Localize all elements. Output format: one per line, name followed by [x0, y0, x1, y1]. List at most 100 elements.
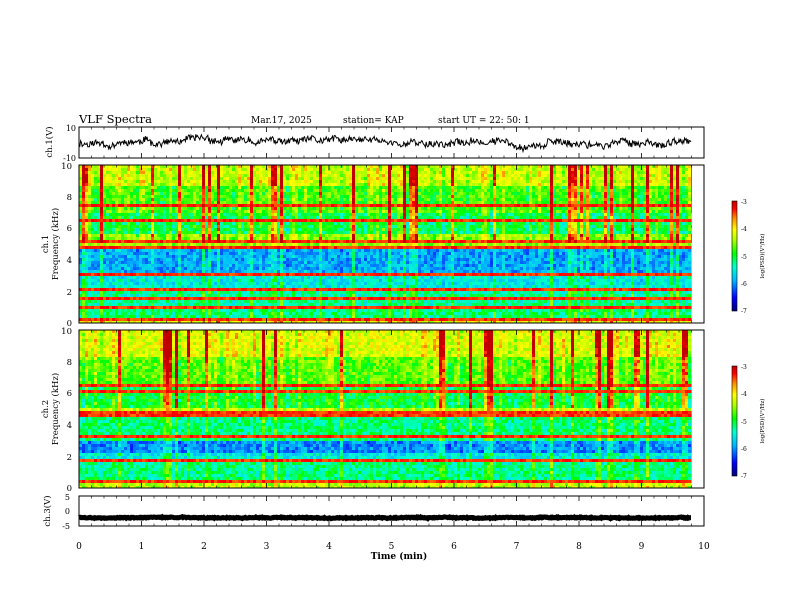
spectrogram-cell — [589, 177, 592, 180]
spectrogram-cell — [409, 174, 412, 177]
spectrogram-cell — [184, 186, 187, 189]
spectrogram-cell — [301, 186, 304, 189]
spectrogram-cell — [94, 186, 97, 189]
spectrogram-cell — [139, 174, 142, 177]
spectrogram-cell — [376, 183, 379, 186]
spectrogram-cell — [436, 180, 439, 183]
spectrogram-cell — [109, 177, 112, 180]
spectrogram-cell — [169, 186, 172, 189]
spectrogram-cell — [436, 189, 439, 192]
spectrogram-cell — [184, 168, 187, 171]
spectrogram-cell — [490, 171, 493, 174]
spectrogram-cell — [517, 183, 520, 186]
spectrogram-cell — [346, 174, 349, 177]
spectrogram-cell — [139, 180, 142, 183]
spectrogram-cell — [403, 186, 406, 189]
spectrogram-cell — [370, 168, 373, 171]
spectrogram-cell — [376, 168, 379, 171]
spectrogram-cell — [685, 180, 688, 183]
spectrogram-cell — [532, 168, 535, 171]
spectrogram-cell — [652, 180, 655, 183]
spectrogram-cell — [208, 174, 211, 177]
spectrogram-cell — [289, 183, 292, 186]
spectrogram-cell — [274, 174, 277, 177]
spectrogram-cell — [172, 177, 175, 180]
spectrogram-cell — [313, 168, 316, 171]
spectrogram-cell — [373, 180, 376, 183]
spectrogram-cell — [127, 177, 130, 180]
spectrogram-cell — [478, 174, 481, 177]
spectrogram-cell — [226, 186, 229, 189]
spectrogram-cell — [343, 189, 346, 192]
spectrogram-cell — [226, 180, 229, 183]
spectrogram-cell — [304, 183, 307, 186]
spectrogram-cell — [619, 177, 622, 180]
spectrogram-cell — [496, 186, 499, 189]
spectrogram-cell — [490, 186, 493, 189]
spectrogram-cell — [382, 180, 385, 183]
station-label: station= KAP — [343, 116, 404, 126]
spectrogram-cell — [328, 180, 331, 183]
spectrogram-cell — [163, 168, 166, 171]
spectrogram-cell — [262, 177, 265, 180]
spectrogram-cell — [403, 168, 406, 171]
spectrogram-cell — [391, 189, 394, 192]
spectrogram-cell — [388, 174, 391, 177]
spectrogram-cell — [592, 183, 595, 186]
spectrogram-cell — [136, 180, 139, 183]
spectrogram-cell — [619, 183, 622, 186]
spectrogram-cell — [220, 177, 223, 180]
spectrogram-cell — [574, 186, 577, 189]
spectrogram-cell — [649, 183, 652, 186]
spectrogram-cell — [103, 189, 106, 192]
spectrogram-cell — [331, 180, 334, 183]
spectrogram-cell — [118, 177, 121, 180]
spectrogram-cell — [541, 171, 544, 174]
spectrogram-cell — [151, 174, 154, 177]
spectrogram-cell — [580, 168, 583, 171]
spectrogram-cell — [616, 186, 619, 189]
spectrogram-cell — [262, 174, 265, 177]
spectrogram-cell — [547, 177, 550, 180]
spectrogram-cell — [388, 168, 391, 171]
spectrogram-cell — [88, 186, 91, 189]
spectrogram-cell — [634, 177, 637, 180]
spectrogram-cell — [364, 171, 367, 174]
spectrogram-cell — [163, 180, 166, 183]
spectrogram-cell — [469, 186, 472, 189]
spectrogram-cell — [205, 186, 208, 189]
spectrogram-cell — [661, 177, 664, 180]
spectrogram-cell — [283, 168, 286, 171]
spectrogram-cell — [685, 171, 688, 174]
spectrogram-cell — [277, 168, 280, 171]
spectrogram-cell — [253, 180, 256, 183]
spectrogram-cell — [136, 177, 139, 180]
spectrogram-cell — [310, 183, 313, 186]
ch1-spectrogram-cells — [79, 165, 692, 323]
spectrogram-cell — [358, 174, 361, 177]
spectrogram-cell — [307, 189, 310, 192]
spectrogram-cell — [427, 168, 430, 171]
spectrogram-cell — [322, 183, 325, 186]
spectrogram-cell — [487, 177, 490, 180]
spectrogram-cell — [139, 171, 142, 174]
spectrogram-cell — [472, 180, 475, 183]
spectrogram-cell — [592, 180, 595, 183]
spectrogram-cell — [619, 180, 622, 183]
spectrogram-cell — [307, 177, 310, 180]
spectrogram-cell — [550, 168, 553, 171]
spectrogram-cell — [286, 168, 289, 171]
spectrogram-cell — [535, 180, 538, 183]
spectrogram-cell — [493, 174, 496, 177]
spectrogram-cell — [532, 177, 535, 180]
spectrogram-cell — [523, 174, 526, 177]
spectrogram-cell — [148, 180, 151, 183]
spectrogram-cell — [316, 174, 319, 177]
spectrogram-cell — [169, 174, 172, 177]
spectrogram-cell — [349, 186, 352, 189]
spectrogram-cell — [91, 171, 94, 174]
spectrogram-cell — [403, 177, 406, 180]
spectrogram-cell — [109, 171, 112, 174]
spectrogram-cell — [121, 186, 124, 189]
spectrogram-cell — [574, 168, 577, 171]
